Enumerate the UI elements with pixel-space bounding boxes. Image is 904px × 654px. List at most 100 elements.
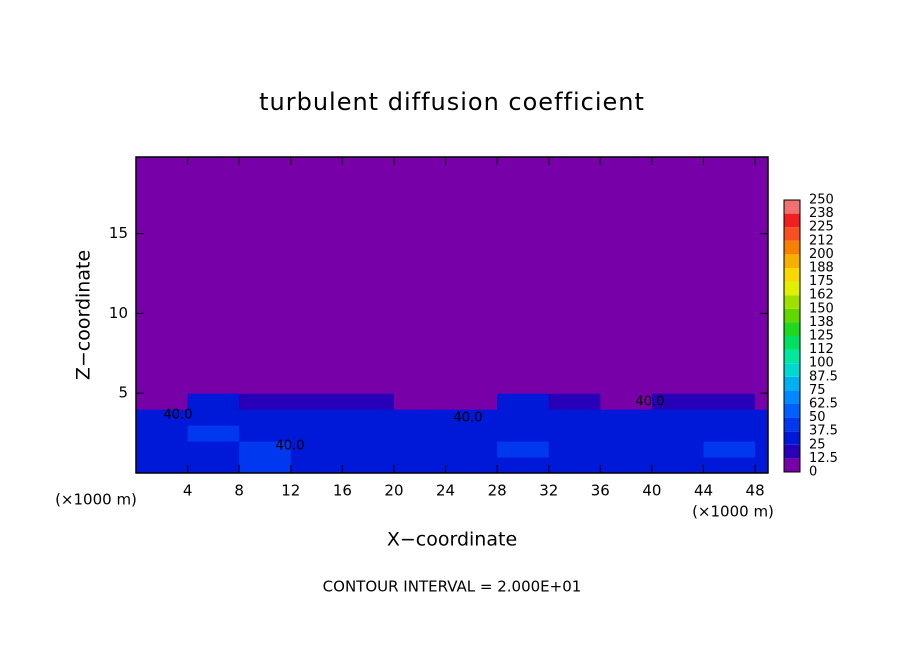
- colorbar-band: [784, 322, 800, 336]
- colorbar-band: [784, 376, 800, 391]
- colorbar-band: [784, 227, 800, 241]
- colorbar-band: [784, 268, 800, 282]
- field-cell: [136, 157, 189, 394]
- colorbar-band: [784, 431, 800, 445]
- field-cell: [290, 457, 343, 474]
- field-cell: [136, 457, 189, 474]
- field-cell: [755, 393, 769, 410]
- field-cell: [393, 157, 447, 394]
- field-cell: [239, 409, 292, 426]
- x-tick-label: 40: [642, 482, 661, 500]
- field-cell: [651, 457, 705, 474]
- colorbar-label: 12.5: [809, 451, 838, 466]
- colorbar-label: 200: [809, 247, 834, 262]
- field-cell: [548, 441, 601, 458]
- x-tick-label: 36: [591, 482, 610, 500]
- field-cell: [497, 441, 550, 458]
- field-cell: [239, 457, 292, 474]
- colorbar-band: [784, 240, 800, 255]
- field-cell: [187, 157, 240, 394]
- field-cell: [600, 441, 653, 458]
- field-cell: [703, 441, 756, 458]
- field-cell: [703, 393, 756, 410]
- colorbar-band: [784, 444, 800, 459]
- colorbar-label: 162: [809, 288, 834, 303]
- field-cell: [136, 441, 189, 458]
- field-cell: [290, 425, 343, 442]
- colorbar-label: 138: [809, 315, 834, 330]
- field-cell: [755, 425, 769, 442]
- field-cell: [548, 409, 601, 426]
- y-tick-label: 15: [109, 224, 128, 242]
- colorbar-band: [784, 417, 800, 432]
- x-tick-label: 48: [746, 482, 765, 500]
- colorbar-label: 100: [809, 356, 834, 371]
- field-cell: [393, 441, 447, 458]
- field-cell: [445, 157, 498, 394]
- x-unit-label: (×1000 m): [55, 491, 137, 509]
- colorbar-label: 37.5: [809, 424, 838, 439]
- field-cell: [497, 393, 550, 410]
- x-tick-label: 32: [539, 482, 558, 500]
- colorbar-label: 250: [809, 193, 834, 208]
- colorbar-label: 188: [809, 261, 834, 276]
- field-cell: [290, 409, 343, 426]
- field-cell: [136, 393, 189, 410]
- colorbar-label: 225: [809, 220, 834, 235]
- colorbar-label: 150: [809, 301, 834, 316]
- field-cell: [393, 409, 447, 426]
- colorbar-band: [784, 336, 800, 350]
- field-cell: [239, 157, 292, 394]
- field-cell: [290, 157, 343, 394]
- field-cell: [136, 409, 189, 426]
- field-cell: [239, 425, 292, 442]
- field-cell: [497, 157, 550, 394]
- colorbar-frame: [783, 199, 801, 473]
- x-tick-label: 28: [488, 482, 507, 500]
- colorbar-band: [784, 363, 800, 377]
- field-cell: [651, 409, 705, 426]
- field-cell: [342, 441, 395, 458]
- y-axis-label: Z−coordinate: [73, 250, 95, 380]
- colorbar-label: 25: [809, 437, 826, 452]
- colorbar-band: [784, 390, 800, 404]
- field-cell: [755, 409, 769, 426]
- field-cell: [445, 409, 498, 426]
- field-cell: [239, 393, 292, 410]
- field-cell: [239, 441, 292, 458]
- field-cell: [548, 425, 601, 442]
- field-cell: [703, 157, 756, 394]
- colorbar-band: [784, 254, 800, 268]
- x-unit-label: (×1000 m): [692, 503, 774, 521]
- field-cell: [548, 457, 601, 474]
- field-cell: [445, 441, 498, 458]
- field-cell: [187, 393, 240, 410]
- field-cell: [497, 409, 550, 426]
- contour-label: 40.0: [276, 439, 305, 454]
- field-cell: [445, 457, 498, 474]
- field-cell: [755, 157, 769, 394]
- colorbar-band: [784, 213, 800, 228]
- field-cell: [755, 457, 769, 474]
- field-cell: [651, 157, 705, 394]
- field-cell: [548, 157, 601, 394]
- colorbar-band: [784, 200, 800, 214]
- x-tick-label: 12: [281, 482, 300, 500]
- field-cell: [393, 425, 447, 442]
- field-cell: [755, 441, 769, 458]
- field-cell: [651, 393, 705, 410]
- field-cell: [600, 393, 653, 410]
- field-cell: [651, 441, 705, 458]
- field-cell: [393, 457, 447, 474]
- y-tick-label: 10: [109, 304, 128, 322]
- colorbar-band: [784, 404, 800, 418]
- x-tick-label: 24: [436, 482, 455, 500]
- field-cell: [187, 457, 240, 474]
- field-cell: [342, 409, 395, 426]
- colorbar-label: 238: [809, 206, 834, 221]
- x-tick-label: 44: [694, 482, 713, 500]
- field-cell: [342, 393, 395, 410]
- colorbar-label: 62.5: [809, 397, 838, 412]
- y-tick-label: 5: [118, 384, 128, 402]
